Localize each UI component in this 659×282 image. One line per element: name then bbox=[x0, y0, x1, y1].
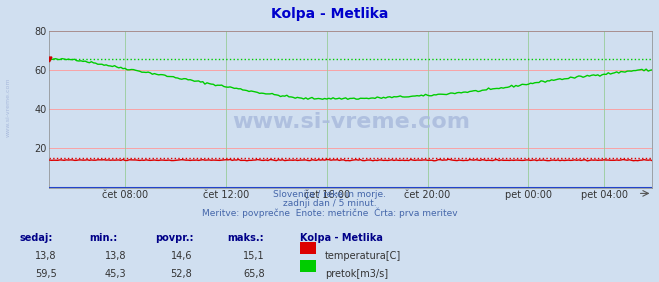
Text: Kolpa - Metlika: Kolpa - Metlika bbox=[271, 7, 388, 21]
Text: Meritve: povprečne  Enote: metrične  Črta: prva meritev: Meritve: povprečne Enote: metrične Črta:… bbox=[202, 207, 457, 218]
Text: 52,8: 52,8 bbox=[170, 269, 192, 279]
Text: Kolpa - Metlika: Kolpa - Metlika bbox=[300, 233, 383, 243]
Text: pretok[m3/s]: pretok[m3/s] bbox=[325, 269, 388, 279]
Text: zadnji dan / 5 minut.: zadnji dan / 5 minut. bbox=[283, 199, 376, 208]
Text: 59,5: 59,5 bbox=[35, 269, 57, 279]
Text: 13,8: 13,8 bbox=[105, 251, 126, 261]
Text: min.:: min.: bbox=[89, 233, 117, 243]
Text: www.si-vreme.com: www.si-vreme.com bbox=[232, 112, 470, 132]
Text: 14,6: 14,6 bbox=[171, 251, 192, 261]
Text: temperatura[C]: temperatura[C] bbox=[325, 251, 401, 261]
Text: www.si-vreme.com: www.si-vreme.com bbox=[5, 78, 11, 137]
Text: Slovenija / reke in morje.: Slovenija / reke in morje. bbox=[273, 190, 386, 199]
Text: 45,3: 45,3 bbox=[105, 269, 126, 279]
Text: 13,8: 13,8 bbox=[36, 251, 57, 261]
Text: povpr.:: povpr.: bbox=[155, 233, 193, 243]
Text: 15,1: 15,1 bbox=[243, 251, 264, 261]
Text: 65,8: 65,8 bbox=[243, 269, 264, 279]
Text: maks.:: maks.: bbox=[227, 233, 264, 243]
Text: sedaj:: sedaj: bbox=[20, 233, 53, 243]
